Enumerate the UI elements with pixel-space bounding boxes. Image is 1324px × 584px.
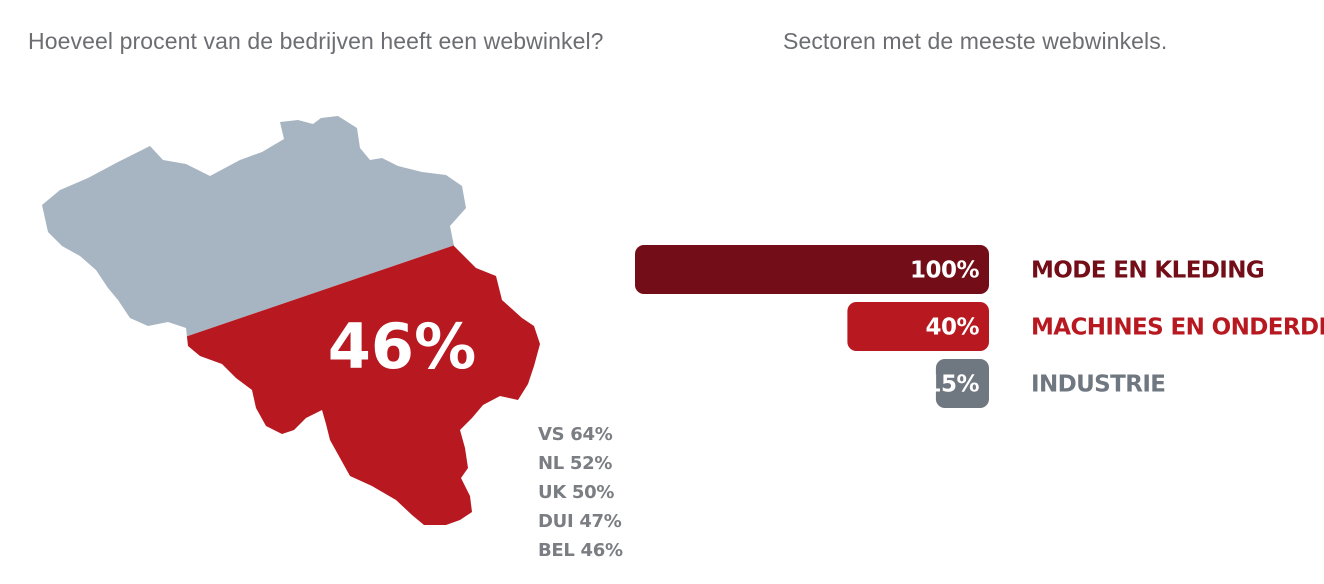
- map-percentage-label: 46%: [328, 310, 476, 383]
- bar-value-label: 100%: [910, 258, 980, 284]
- country-comparison-list: VS 64% NL 52% UK 50% DUI 47% BEL 46%: [538, 420, 623, 565]
- bar-value-label: 15%: [925, 372, 979, 398]
- bar-category-label: INDUSTRIE: [1031, 372, 1165, 398]
- sector-bar-chart: 100% MODE EN KLEDING 40% MACHINES EN ONDERD…: [635, 245, 1324, 408]
- bar-category-label: MACHINES EN ONDERDELEN: [1031, 315, 1324, 341]
- right-panel-title: Sectoren met de meeste webwinkels.: [783, 28, 1168, 54]
- bar-1: [635, 245, 989, 294]
- left-panel-title: Hoeveel procent van de bedrijven heeft e…: [28, 28, 604, 54]
- country-comparison-item: NL 52%: [538, 453, 613, 474]
- bar-3: [935, 359, 989, 408]
- bar-value-label: 40%: [925, 315, 979, 341]
- country-comparison-item: DUI 47%: [538, 511, 622, 532]
- country-comparison-item: UK 50%: [538, 482, 615, 503]
- bar-2: [847, 302, 989, 351]
- country-comparison-item: BEL 46%: [538, 540, 623, 561]
- belgium-map: 46%: [42, 116, 540, 525]
- bar-category-label: MODE EN KLEDING: [1031, 258, 1264, 284]
- country-comparison-item: VS 64%: [538, 424, 613, 445]
